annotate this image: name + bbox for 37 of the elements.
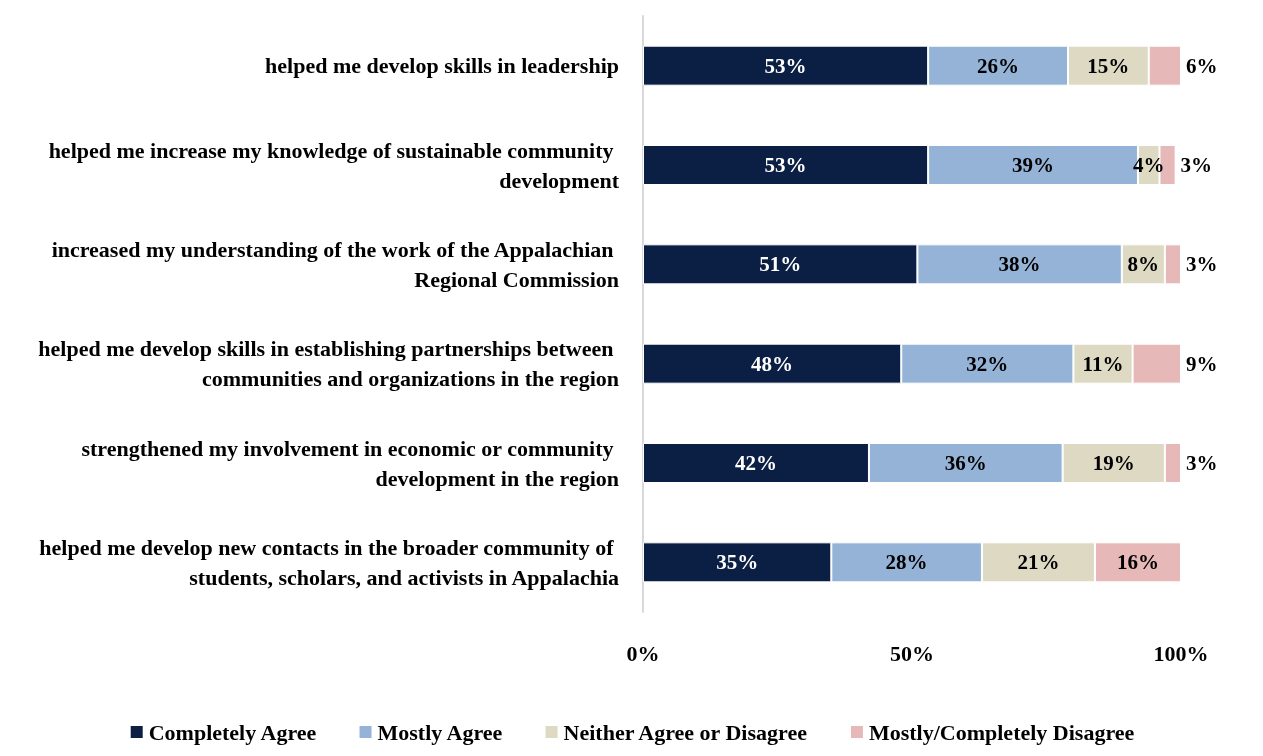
y-tick-label: helped me increase my knowledge of sustainable community development <box>48 137 620 193</box>
data-label: 42% <box>734 451 777 475</box>
y-tick-label: helped me develop skills in establishing partnerships between communities and organizations in the region <box>38 336 619 392</box>
data-label: 9% <box>1186 351 1218 376</box>
legend-label: Mostly/Completely Disagree <box>868 719 1135 745</box>
data-label: 19% <box>1092 451 1135 475</box>
data-label: 15% <box>1087 53 1130 78</box>
legend-label: Completely Agree <box>148 719 317 745</box>
data-label: 26% <box>977 53 1020 78</box>
data-label: 28% <box>885 550 928 575</box>
y-tick-label: helped me develop skills in leadership <box>265 53 619 79</box>
data-label: 38% <box>998 252 1041 277</box>
data-label: 3% <box>1186 252 1218 277</box>
data-label: 48% <box>751 351 794 376</box>
x-tick-label: 50% <box>890 640 934 666</box>
legend-label: Mostly Agree <box>377 719 503 745</box>
data-label: 53% <box>764 53 807 78</box>
legend-label: Neither Agree or Disagree <box>563 719 808 745</box>
data-label: 3% <box>1186 451 1218 475</box>
data-label: 32% <box>966 351 1009 376</box>
data-label: 51% <box>759 252 802 277</box>
data-label: 8% <box>1127 252 1160 277</box>
data-label: 53% <box>764 153 807 177</box>
data-label: 39% <box>1012 153 1055 177</box>
data-label: 3% <box>1180 153 1213 177</box>
x-tick-label: 0% <box>626 640 660 666</box>
y-tick-label: increased my understanding of the work of the Appalachian Regional Commission <box>51 236 619 292</box>
data-label: 35% <box>716 550 759 575</box>
data-label: 6% <box>1186 53 1218 78</box>
data-label: 21% <box>1017 550 1060 575</box>
y-tick-label: strengthened my involvement in economic or community development in the region <box>81 435 619 491</box>
data-label: 16% <box>1116 550 1159 575</box>
data-label: 4% <box>1132 153 1165 177</box>
x-tick-label: 100% <box>1153 640 1209 666</box>
data-label: 36% <box>944 451 987 475</box>
y-tick-label: helped me develop new contacts in the broader community of students, scholars, and activists in Appalachia <box>39 534 619 590</box>
data-label: 11% <box>1082 351 1124 376</box>
